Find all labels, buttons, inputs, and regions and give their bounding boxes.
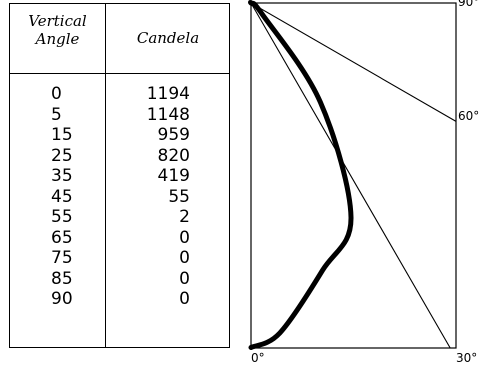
angle-column: 0 5 15 25 35 45 55 65 75 85 90 <box>10 84 105 310</box>
candela-cell: 1148 <box>146 104 190 125</box>
angle-cell: 15 <box>51 125 73 145</box>
angle-cell: 90 <box>51 289 73 309</box>
angle-label: 60° <box>458 109 479 123</box>
chart-frame <box>250 2 457 349</box>
header-vertical-angle: Vertical Angle <box>10 12 105 48</box>
angle-cell: 85 <box>51 268 73 289</box>
angle-cell: 75 <box>51 248 73 268</box>
angle-cell: 5 <box>51 104 62 125</box>
header-vertical-angle-line-2: Angle <box>35 30 80 48</box>
candela-cell: 820 <box>157 145 190 166</box>
angle-cell: 65 <box>51 227 73 248</box>
candela-cell: 959 <box>157 125 190 145</box>
candela-cell: 0 <box>179 248 190 268</box>
column-divider <box>105 4 106 347</box>
candela-cell: 0 <box>179 289 190 309</box>
candela-curve <box>248 0 354 350</box>
angle-label: 30° <box>456 351 477 365</box>
header-candela: Candela <box>136 29 200 47</box>
ray-60-deg <box>250 2 457 122</box>
angle-cell: 0 <box>51 84 62 104</box>
angle-label: 90° <box>458 0 479 9</box>
header-vertical-angle-line-1: Vertical <box>28 12 87 30</box>
candela-cell: 55 <box>168 186 190 207</box>
photometric-table: Vertical Angle Candela 0 5 15 25 35 45 55 65 75 8… <box>9 3 230 348</box>
angle-cell: 25 <box>51 145 73 166</box>
header-divider <box>10 73 229 74</box>
candela-cell: 1194 <box>146 84 190 104</box>
candela-cell: 0 <box>179 227 190 248</box>
candela-cell: 2 <box>179 207 190 227</box>
angle-label: 0° <box>251 351 265 365</box>
candela-column: 1194 1148 959 820 419 55 2 0 0 0 0 <box>106 84 230 310</box>
angle-cell: 55 <box>51 207 73 227</box>
ray-30-deg <box>250 2 451 349</box>
candela-cell: 0 <box>179 268 190 289</box>
candela-cell: 419 <box>157 166 190 186</box>
angle-cell: 45 <box>51 186 73 207</box>
angle-cell: 35 <box>51 166 73 186</box>
